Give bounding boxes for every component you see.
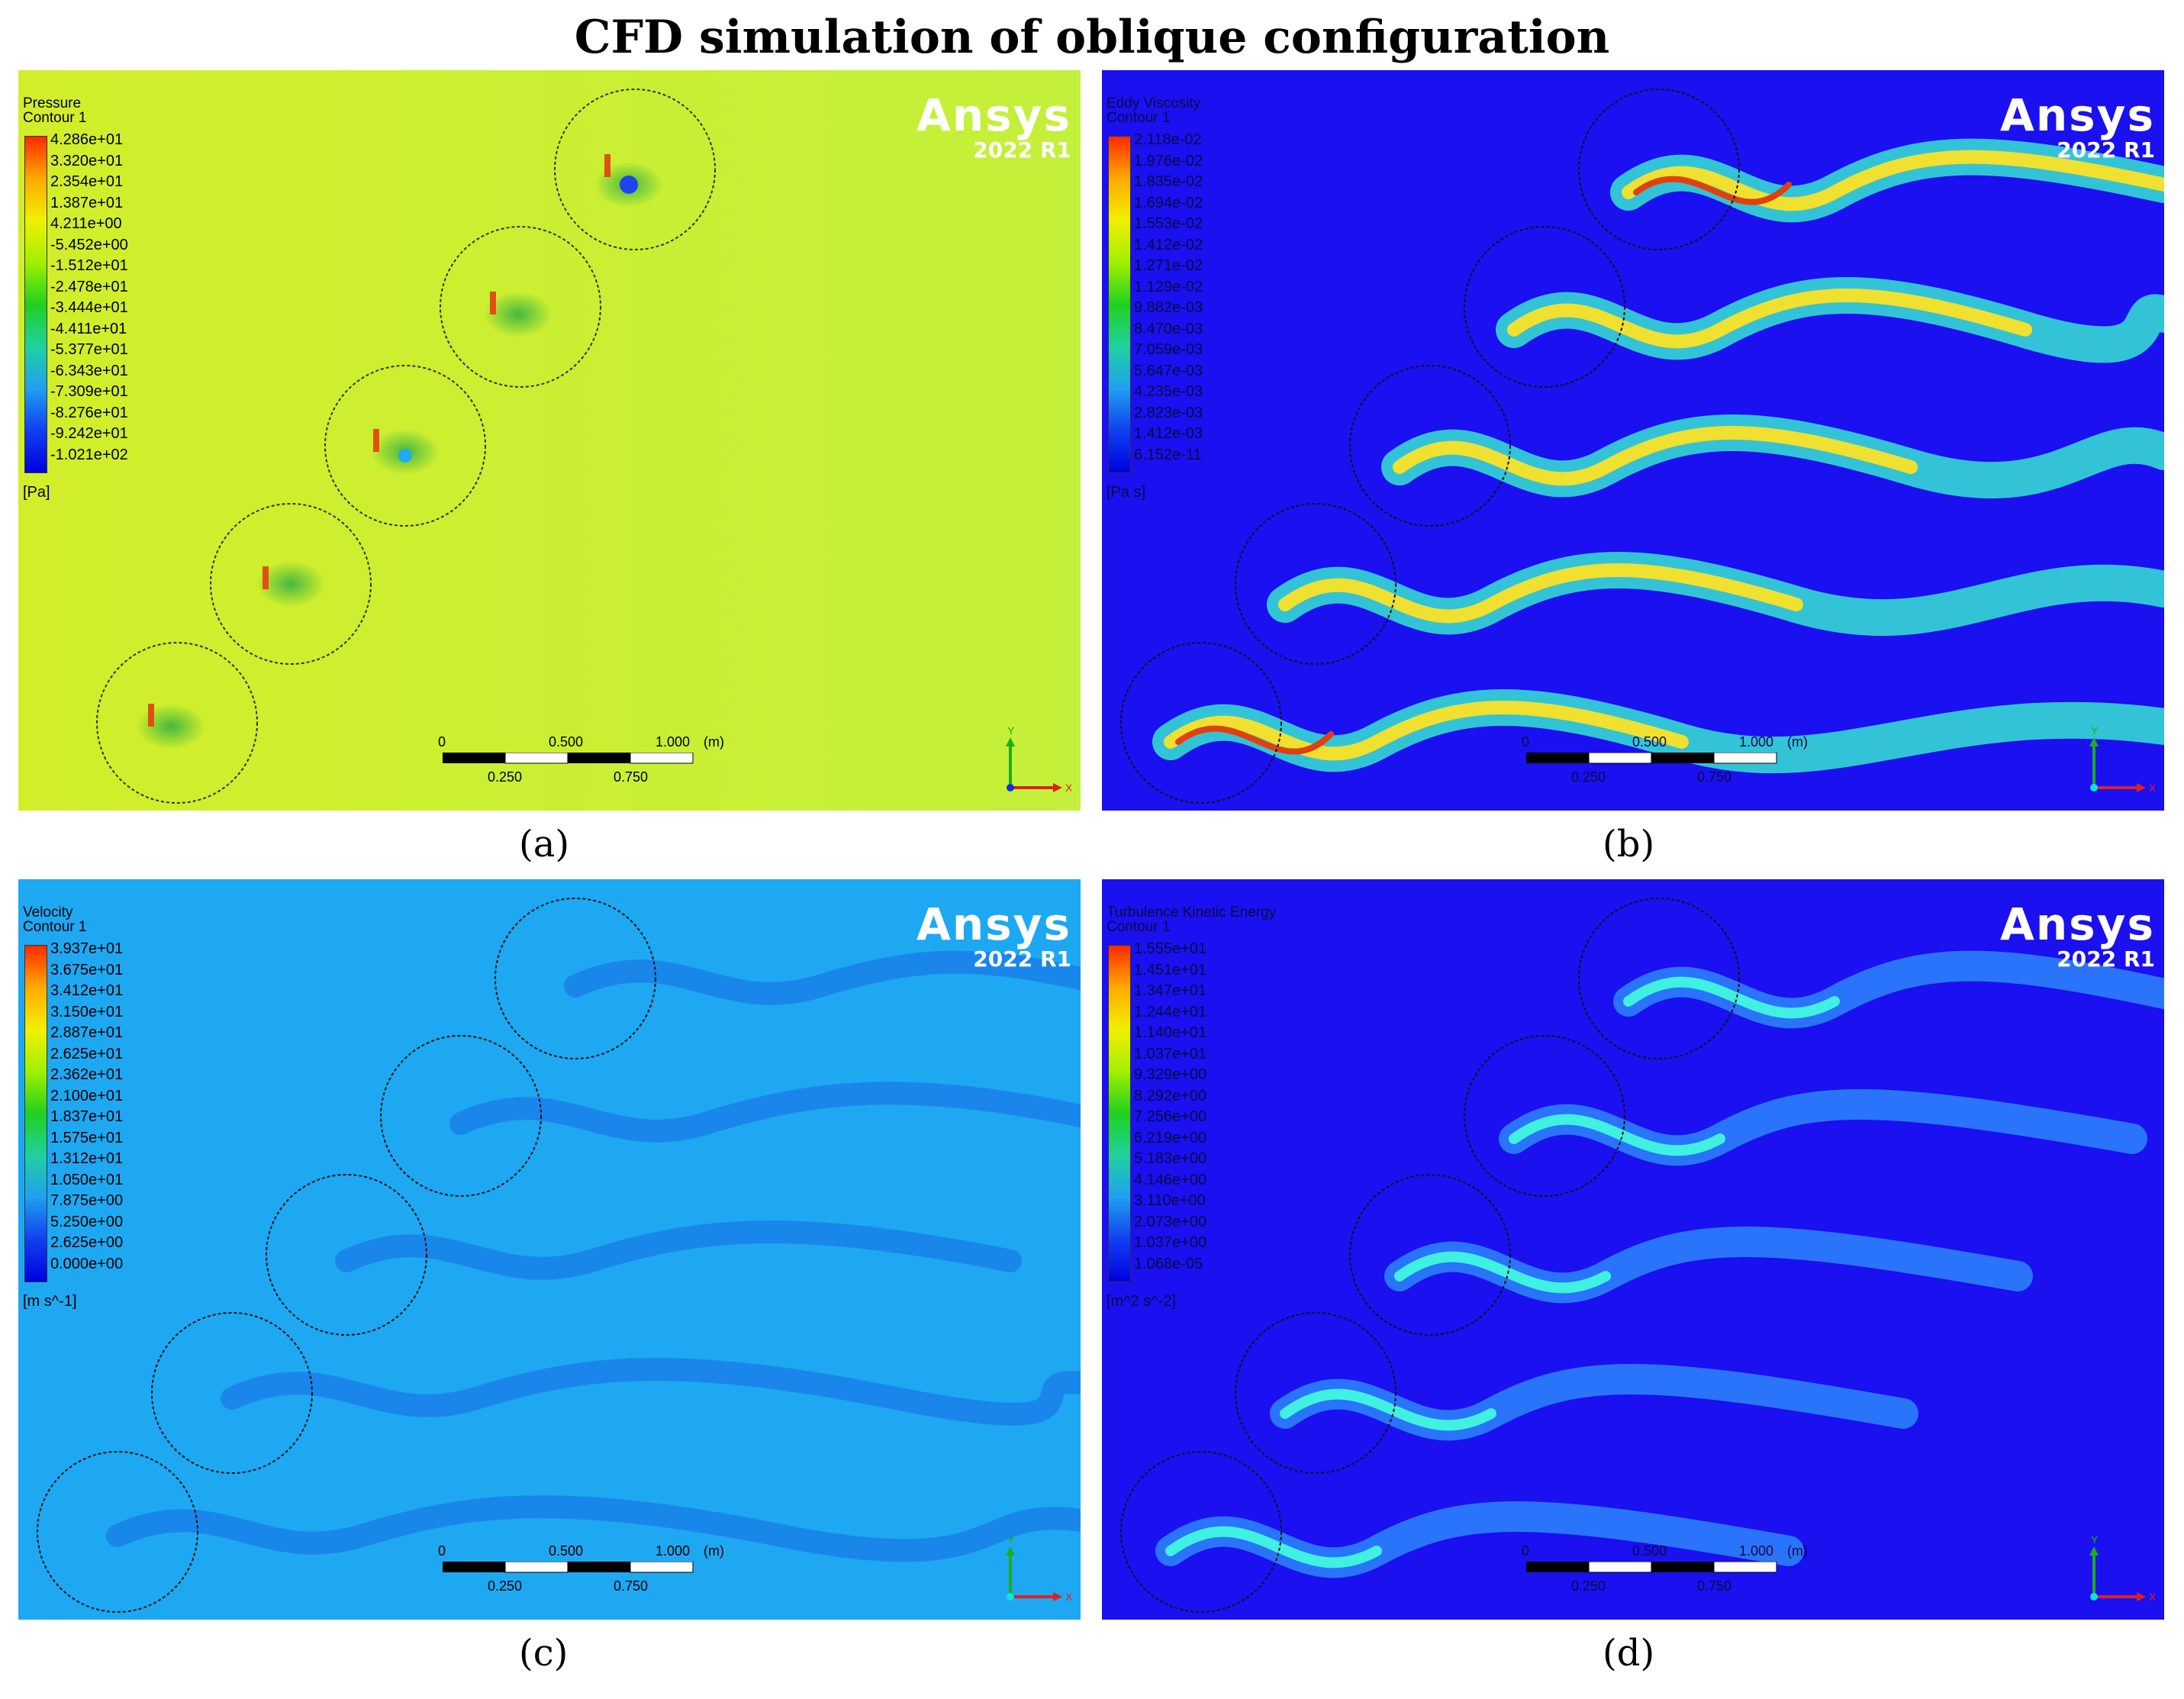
legend-ticks: 3.937e+01 3.675e+01 3.412e+01 3.150e+01 2.88…: [50, 940, 124, 1272]
legend-unit: [Pa]: [23, 484, 50, 501]
axis-triad: Y X: [2089, 727, 2155, 794]
low-pressure-spots: [137, 154, 663, 750]
legend-variable: Pressure: [23, 95, 82, 111]
svg-text:Y: Y: [1007, 727, 1015, 737]
scale-bar: 0 0.500 1.000 (m) 0.250 0.750: [438, 1543, 724, 1594]
color-bar: [24, 945, 47, 1282]
panel-velocity: Velocity Contour 1 3.937e+01 3.675e+01 3.4…: [18, 879, 1081, 1620]
velocity-contour-field: [18, 879, 1081, 1620]
svg-text:X: X: [1065, 782, 1071, 794]
panel-label-d: (d): [1603, 1632, 1655, 1675]
pressure-contour-field: [18, 70, 1081, 811]
wake-streaks: [1152, 138, 2164, 774]
ansys-logo: Ansys 2022 R1: [916, 89, 1071, 163]
scale-bar: 0 0.500 1.000 (m) 0.250 0.750: [1522, 1543, 1808, 1594]
svg-text:X: X: [1065, 1591, 1071, 1603]
scale-bar: 0 0.500 1.000 (m) 0.250 0.750: [438, 734, 724, 785]
legend-contour: Contour 1: [1106, 110, 1171, 126]
panel-pressure: Pressure Contour 1 4.286e+01 3.320e+01 2.3…: [18, 70, 1081, 811]
legend-variable: Velocity: [23, 904, 73, 920]
legend-unit: [m s^-1]: [23, 1293, 77, 1310]
panel-label-b: (b): [1603, 823, 1655, 866]
wake-streaks: [106, 950, 1081, 1562]
svg-text:Y: Y: [2091, 727, 2099, 737]
ansys-logo: Ansys 2022 R1: [916, 898, 1071, 972]
ansys-logo: Ansys 2022 R1: [1999, 89, 2155, 163]
scale-bar-graphic: [443, 753, 694, 764]
panel-turbulence-kinetic-energy: Turbulence Kinetic Energy Contour 1 1.55…: [1102, 879, 2164, 1620]
rotor-circles: [37, 898, 656, 1613]
legend-ticks: 1.555e+01 1.451e+01 1.347e+01 1.244e+01 1.14…: [1134, 940, 1207, 1272]
color-bar: [1108, 136, 1131, 473]
axis-triad: Y X: [2089, 1536, 2155, 1603]
scale-bar: 0 0.500 1.000 (m) 0.250 0.750: [1522, 734, 1808, 785]
legend-ticks: 4.286e+01 3.320e+01 2.354e+01 1.387e+01 4.21…: [50, 131, 128, 463]
legend-contour: Contour 1: [1106, 919, 1171, 935]
legend-ticks: 2.118e-02 1.976e-02 1.835e-02 1.694e-02 1.55…: [1134, 131, 1203, 463]
legend-contour: Contour 1: [23, 919, 87, 935]
svg-text:Y: Y: [2091, 1536, 2099, 1546]
eddy-viscosity-contour-field: [1102, 70, 2164, 811]
color-bar: [24, 136, 47, 473]
scale-bar-graphic: [1526, 753, 1777, 764]
legend-variable: Turbulence Kinetic Energy: [1106, 904, 1277, 920]
panel-label-a: (a): [519, 823, 570, 866]
rotor-circles: [1120, 89, 1740, 804]
scale-bar-graphic: [443, 1562, 694, 1573]
panel-eddy-viscosity: Eddy Viscosity Contour 1 2.118e-02 1.976e…: [1102, 70, 2164, 811]
svg-text:Y: Y: [1007, 1536, 1015, 1546]
rotor-circles: [1120, 898, 1740, 1613]
panel-label-c: (c): [519, 1632, 569, 1675]
tke-legend: Turbulence Kinetic Energy Contour 1 1.55…: [1106, 904, 1277, 1309]
wake-streaks: [1155, 950, 2164, 1578]
eddy-viscosity-legend: Eddy Viscosity Contour 1 2.118e-02 1.976e…: [1106, 95, 1203, 500]
color-bar: [1108, 945, 1131, 1282]
rotor-circles: [96, 89, 716, 804]
legend-unit: [m^2 s^-2]: [1106, 1293, 1177, 1310]
tke-contour-field: [1102, 879, 2164, 1620]
scale-bar-graphic: [1526, 1562, 1777, 1573]
axis-triad: Y X: [1006, 727, 1071, 794]
legend-variable: Eddy Viscosity: [1106, 95, 1201, 111]
legend-contour: Contour 1: [23, 110, 87, 126]
velocity-legend: Velocity Contour 1 3.937e+01 3.675e+01 3.4…: [23, 904, 123, 1309]
axis-triad: Y X: [1006, 1536, 1071, 1603]
svg-text:X: X: [2149, 782, 2155, 794]
pressure-legend: Pressure Contour 1 4.286e+01 3.320e+01 2.3…: [23, 95, 128, 500]
legend-unit: [Pa s]: [1106, 484, 1146, 501]
figure-title: CFD simulation of oblique configuration: [574, 11, 1610, 64]
ansys-logo: Ansys 2022 R1: [1999, 898, 2155, 972]
svg-text:X: X: [2149, 1591, 2155, 1603]
